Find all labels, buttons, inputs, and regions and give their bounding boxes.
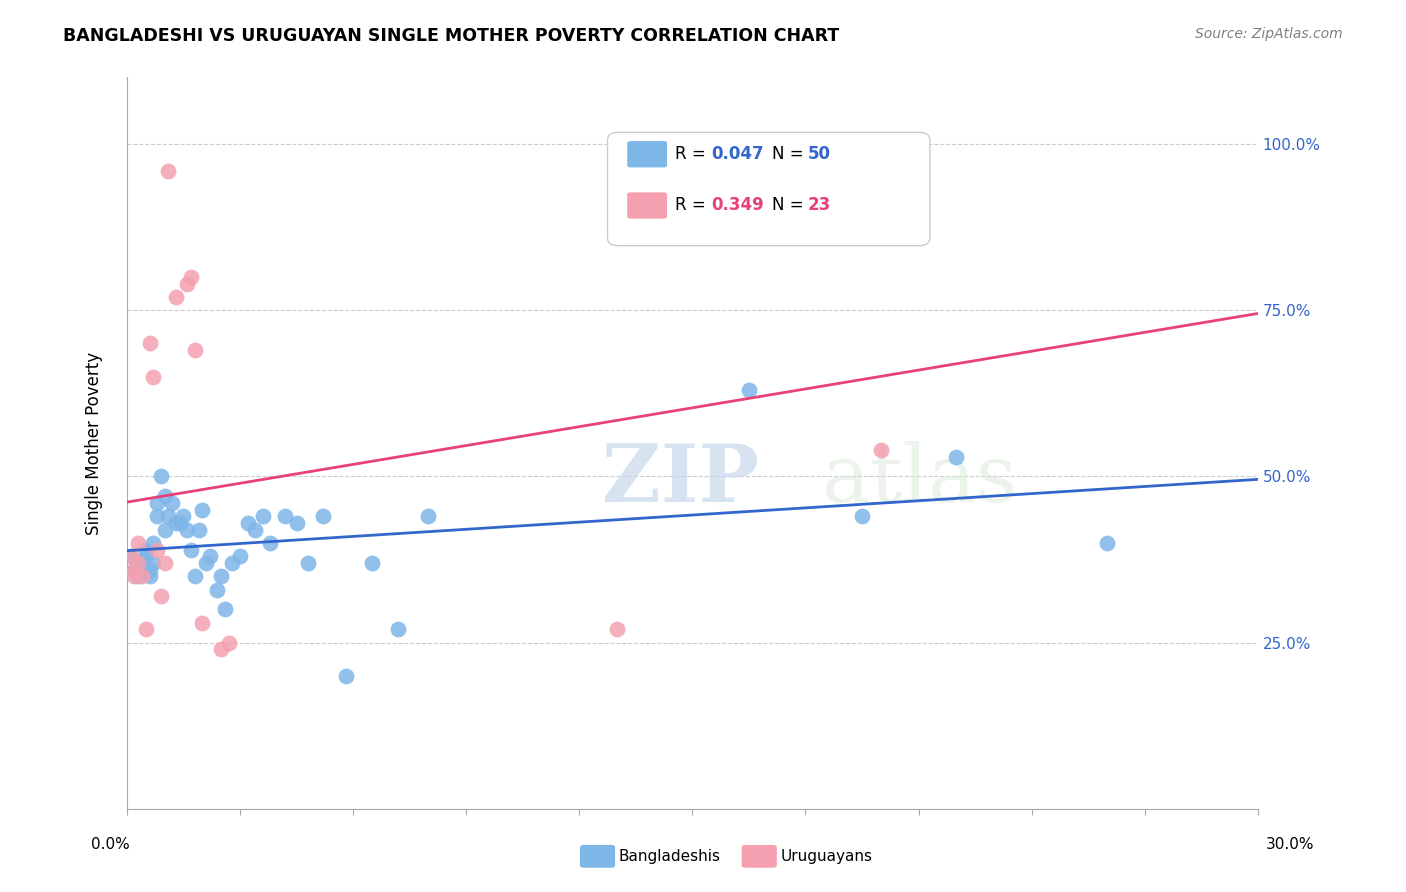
- Point: [229, 549, 252, 564]
- Text: Uruguayans: Uruguayans: [780, 849, 872, 863]
- Point: [184, 343, 207, 358]
- Point: [207, 582, 229, 597]
- Point: [312, 509, 335, 524]
- Point: [172, 509, 194, 524]
- Point: [851, 509, 873, 524]
- Point: [142, 536, 165, 550]
- Point: [138, 563, 160, 577]
- Point: [252, 509, 274, 524]
- Text: N =: N =: [772, 145, 808, 163]
- Point: [131, 569, 153, 583]
- Point: [146, 509, 169, 524]
- Point: [1095, 536, 1118, 550]
- Point: [124, 563, 146, 577]
- Point: [153, 556, 176, 570]
- Text: ZIP: ZIP: [602, 441, 759, 519]
- Point: [165, 290, 187, 304]
- Text: N =: N =: [772, 196, 808, 214]
- Point: [195, 556, 218, 570]
- Point: [120, 549, 142, 564]
- Point: [243, 523, 266, 537]
- Point: [138, 336, 160, 351]
- Point: [138, 569, 160, 583]
- Y-axis label: Single Mother Poverty: Single Mother Poverty: [86, 351, 103, 535]
- Point: [131, 556, 153, 570]
- Point: [191, 502, 214, 516]
- Point: [176, 523, 198, 537]
- Point: [361, 556, 384, 570]
- Point: [214, 602, 236, 616]
- Point: [180, 269, 202, 284]
- Point: [945, 450, 967, 464]
- Text: 0.349: 0.349: [711, 196, 765, 214]
- Point: [146, 542, 169, 557]
- Point: [127, 556, 149, 570]
- Point: [176, 277, 198, 291]
- Point: [160, 496, 183, 510]
- Point: [285, 516, 308, 530]
- Point: [127, 536, 149, 550]
- Point: [127, 556, 149, 570]
- Text: Source: ZipAtlas.com: Source: ZipAtlas.com: [1195, 27, 1343, 41]
- Point: [149, 469, 172, 483]
- Point: [135, 623, 157, 637]
- Text: R =: R =: [675, 145, 711, 163]
- Point: [606, 623, 628, 637]
- Point: [157, 509, 180, 524]
- Text: R =: R =: [675, 196, 711, 214]
- Point: [135, 542, 157, 557]
- Point: [187, 523, 209, 537]
- Point: [335, 669, 357, 683]
- Point: [218, 636, 240, 650]
- Text: 23: 23: [807, 196, 831, 214]
- Text: 30.0%: 30.0%: [1267, 838, 1315, 852]
- Text: 0.0%: 0.0%: [91, 838, 131, 852]
- Point: [418, 509, 440, 524]
- Text: Bangladeshis: Bangladeshis: [619, 849, 721, 863]
- Text: 0.047: 0.047: [711, 145, 765, 163]
- Point: [127, 569, 149, 583]
- Point: [738, 383, 761, 397]
- Point: [221, 556, 243, 570]
- Text: 50: 50: [807, 145, 831, 163]
- Point: [153, 490, 176, 504]
- Point: [146, 496, 169, 510]
- Point: [870, 442, 893, 457]
- Point: [135, 549, 157, 564]
- Point: [259, 536, 281, 550]
- Point: [236, 516, 259, 530]
- Point: [191, 615, 214, 630]
- Point: [169, 516, 191, 530]
- Point: [124, 563, 146, 577]
- FancyBboxPatch shape: [628, 142, 666, 167]
- Point: [198, 549, 221, 564]
- Point: [209, 642, 232, 657]
- Point: [142, 556, 165, 570]
- Point: [157, 163, 180, 178]
- Point: [209, 569, 232, 583]
- Point: [274, 509, 297, 524]
- Text: BANGLADESHI VS URUGUAYAN SINGLE MOTHER POVERTY CORRELATION CHART: BANGLADESHI VS URUGUAYAN SINGLE MOTHER P…: [63, 27, 839, 45]
- Point: [184, 569, 207, 583]
- Point: [153, 523, 176, 537]
- Point: [120, 549, 142, 564]
- FancyBboxPatch shape: [607, 132, 929, 245]
- Point: [131, 563, 153, 577]
- Point: [387, 623, 409, 637]
- Point: [180, 542, 202, 557]
- Point: [124, 569, 146, 583]
- Point: [142, 369, 165, 384]
- Point: [297, 556, 319, 570]
- FancyBboxPatch shape: [628, 193, 666, 218]
- Point: [165, 516, 187, 530]
- Text: atlas: atlas: [823, 441, 1018, 519]
- Point: [149, 589, 172, 603]
